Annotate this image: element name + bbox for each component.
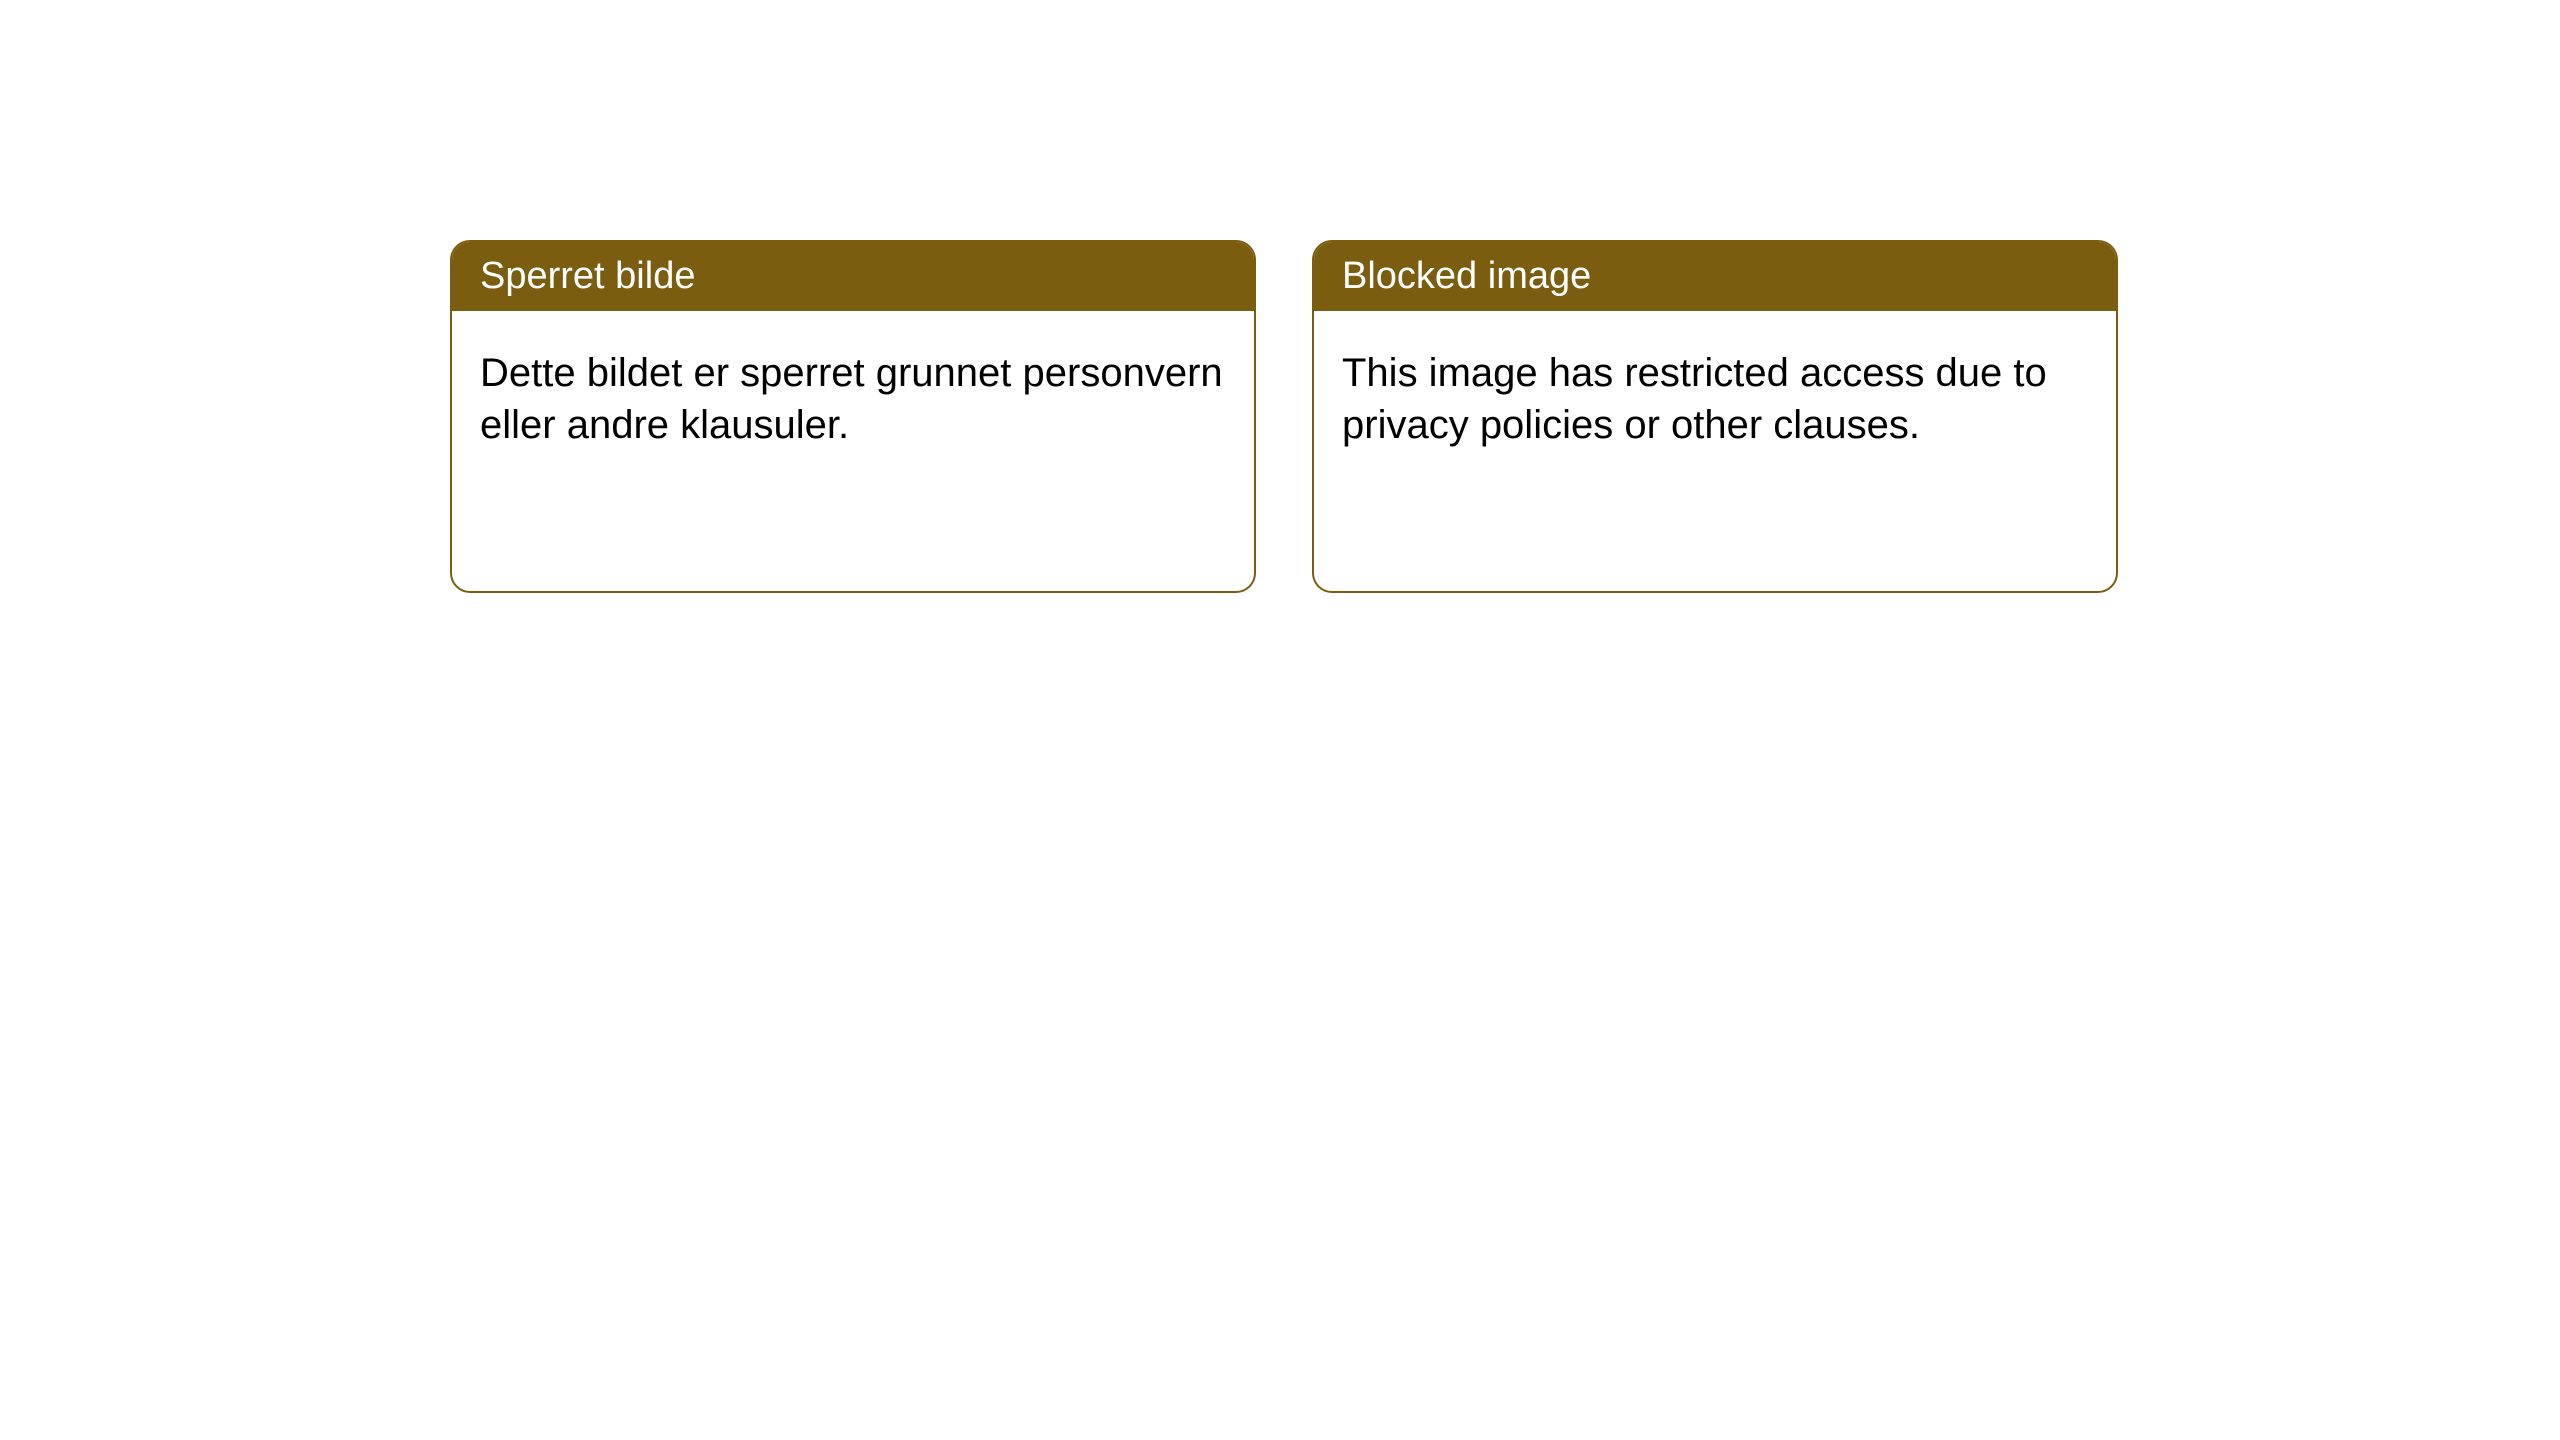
notice-container: Sperret bilde Dette bildet er sperret gr…	[0, 0, 2560, 593]
notice-body-norwegian: Dette bildet er sperret grunnet personve…	[452, 311, 1254, 591]
notice-title-norwegian: Sperret bilde	[452, 242, 1254, 311]
notice-title-english: Blocked image	[1314, 242, 2116, 311]
notice-card-norwegian: Sperret bilde Dette bildet er sperret gr…	[450, 240, 1256, 593]
notice-card-english: Blocked image This image has restricted …	[1312, 240, 2118, 593]
notice-body-english: This image has restricted access due to …	[1314, 311, 2116, 591]
